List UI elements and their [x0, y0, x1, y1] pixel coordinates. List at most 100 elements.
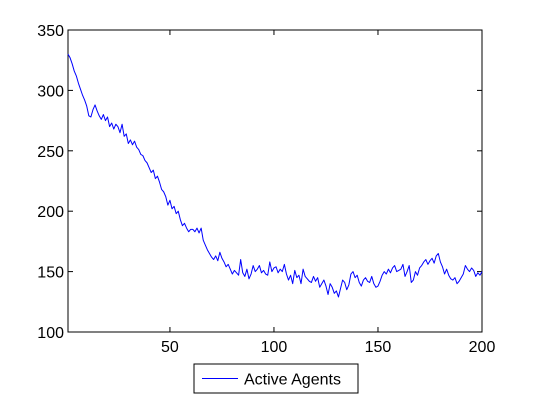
- data-point: [452, 279, 453, 280]
- data-point: [149, 167, 150, 168]
- data-point: [409, 265, 410, 266]
- x-tick-label: 50: [161, 339, 179, 356]
- data-point: [332, 287, 333, 288]
- data-point: [159, 182, 160, 183]
- x-tick-label: 200: [469, 339, 496, 356]
- data-point: [315, 281, 316, 282]
- data-point: [163, 191, 164, 192]
- data-point: [192, 229, 193, 230]
- data-point: [286, 273, 287, 274]
- data-point: [359, 282, 360, 283]
- data-point: [253, 265, 254, 266]
- data-point: [377, 285, 378, 286]
- data-point: [348, 284, 349, 285]
- data-point: [86, 106, 87, 107]
- data-point: [84, 99, 85, 100]
- data-point: [178, 211, 179, 212]
- data-point: [425, 259, 426, 260]
- data-point: [390, 272, 391, 273]
- y-tick-label: 350: [37, 23, 64, 40]
- x-tick-label: 150: [365, 339, 392, 356]
- data-point: [234, 270, 235, 271]
- data-point: [201, 228, 202, 229]
- data-point: [215, 255, 216, 256]
- data-point: [338, 296, 339, 297]
- data-point: [309, 281, 310, 282]
- data-point: [282, 271, 283, 272]
- data-point: [459, 281, 460, 282]
- data-point: [305, 276, 306, 277]
- data-point: [119, 132, 120, 133]
- data-point: [479, 275, 480, 276]
- data-point: [269, 261, 270, 262]
- data-point: [182, 225, 183, 226]
- data-point: [92, 109, 93, 110]
- data-point: [255, 271, 256, 272]
- data-point: [365, 277, 366, 278]
- data-point: [319, 287, 320, 288]
- data-point: [346, 289, 347, 290]
- data-point: [336, 290, 337, 291]
- data-point: [78, 83, 79, 84]
- data-point: [151, 172, 152, 173]
- data-point: [354, 277, 355, 278]
- data-point: [265, 273, 266, 274]
- data-point: [411, 282, 412, 283]
- data-point: [352, 271, 353, 272]
- data-point: [205, 244, 206, 245]
- data-point: [311, 282, 312, 283]
- data-point: [74, 70, 75, 71]
- data-point: [350, 273, 351, 274]
- data-point: [230, 269, 231, 270]
- data-point: [80, 89, 81, 90]
- data-point: [142, 155, 143, 156]
- data-point: [238, 275, 239, 276]
- data-point: [292, 283, 293, 284]
- data-point: [194, 231, 195, 232]
- data-point: [477, 272, 478, 273]
- data-point: [415, 271, 416, 272]
- data-point: [157, 176, 158, 177]
- data-point: [461, 277, 462, 278]
- data-point: [463, 273, 464, 274]
- plot-frame: [67, 29, 483, 333]
- data-point: [450, 278, 451, 279]
- data-point: [198, 232, 199, 233]
- data-point: [388, 269, 389, 270]
- data-point: [259, 265, 260, 266]
- data-point: [434, 263, 435, 264]
- data-point: [375, 287, 376, 288]
- data-point: [361, 285, 362, 286]
- data-point: [384, 271, 385, 272]
- data-point: [236, 272, 237, 273]
- data-point: [471, 267, 472, 268]
- data-point: [296, 277, 297, 278]
- data-point: [429, 260, 430, 261]
- data-point: [313, 276, 314, 277]
- data-point: [444, 273, 445, 274]
- data-point: [402, 264, 403, 265]
- data-point: [171, 208, 172, 209]
- data-point: [219, 252, 220, 253]
- data-point: [223, 261, 224, 262]
- data-point: [475, 276, 476, 277]
- data-point: [327, 294, 328, 295]
- data-point: [448, 275, 449, 276]
- x-tick-label: 100: [261, 339, 288, 356]
- data-point: [221, 258, 222, 259]
- data-point: [103, 114, 104, 115]
- data-point: [417, 275, 418, 276]
- data-point: [404, 276, 405, 277]
- data-point: [371, 276, 372, 277]
- data-point: [211, 257, 212, 258]
- data-point: [97, 110, 98, 111]
- data-point: [290, 275, 291, 276]
- data-point: [300, 283, 301, 284]
- data-point: [396, 271, 397, 272]
- data-point: [121, 124, 122, 125]
- data-point: [99, 115, 100, 116]
- data-point: [240, 259, 241, 260]
- data-point: [90, 116, 91, 117]
